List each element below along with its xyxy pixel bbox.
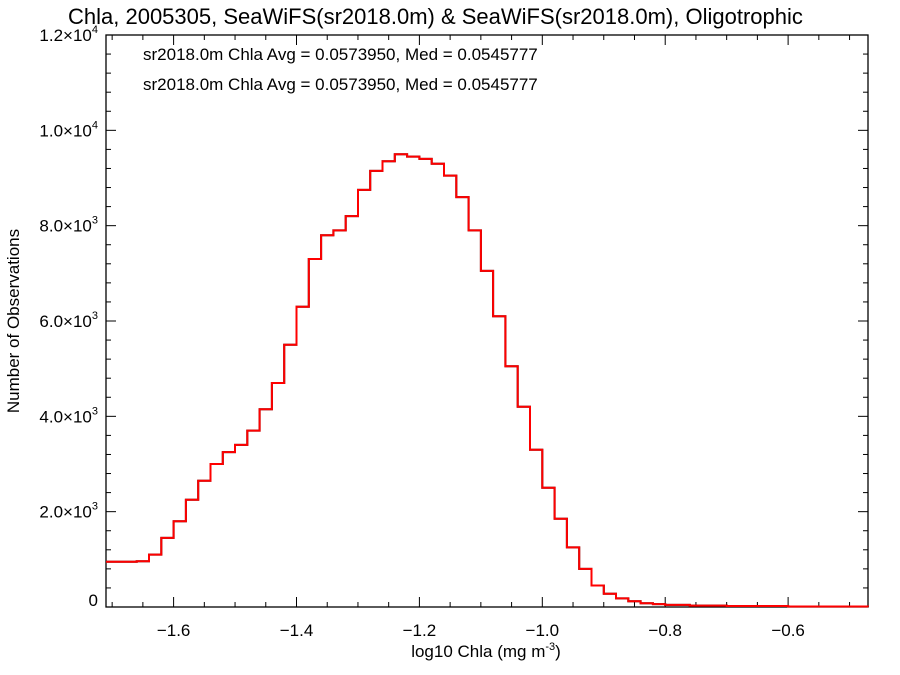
series-red-line	[106, 153, 869, 608]
series-group	[106, 153, 869, 608]
x-tick-label: −1.6	[157, 621, 191, 640]
chart-title: Chla, 2005305, SeaWiFS(sr2018.0m) & SeaW…	[68, 4, 803, 29]
y-tick-label: 6.0×103	[39, 310, 98, 331]
x-tick-label: −0.8	[648, 621, 682, 640]
legend: sr2018.0m Chla Avg = 0.0573950, Med = 0.…	[143, 45, 538, 94]
legend-entry: sr2018.0m Chla Avg = 0.0573950, Med = 0.…	[143, 75, 538, 94]
y-axis-ticks: 0 2.0×103 4.0×103 6.0×103 8.0×103 1.0×104 1.2×…	[39, 24, 868, 610]
y-tick-label: 2.0×103	[39, 501, 98, 522]
x-tick-label: −1.4	[280, 621, 314, 640]
y-tick-label: 8.0×103	[39, 215, 98, 236]
x-axis-ticks: −1.6 −1.4 −1.2 −1.0 −0.8 −0.6	[111, 35, 851, 640]
y-tick-label: 4.0×103	[39, 405, 98, 426]
x-axis-label: log10 Chla (mg m-3)	[411, 641, 561, 661]
y-tick-label: 1.2×104	[39, 24, 98, 45]
legend-entry: sr2018.0m Chla Avg = 0.0573950, Med = 0.…	[143, 45, 538, 64]
plot-frame	[105, 34, 869, 608]
x-tick-label: −1.0	[526, 621, 560, 640]
y-tick-label: 1.0×104	[39, 119, 98, 140]
y-axis-label: Number of Observations	[4, 229, 23, 413]
x-tick-label: −1.2	[403, 621, 437, 640]
x-tick-label: −0.6	[771, 621, 805, 640]
series-black-line	[106, 153, 869, 608]
y-tick-label: 0	[89, 591, 98, 610]
